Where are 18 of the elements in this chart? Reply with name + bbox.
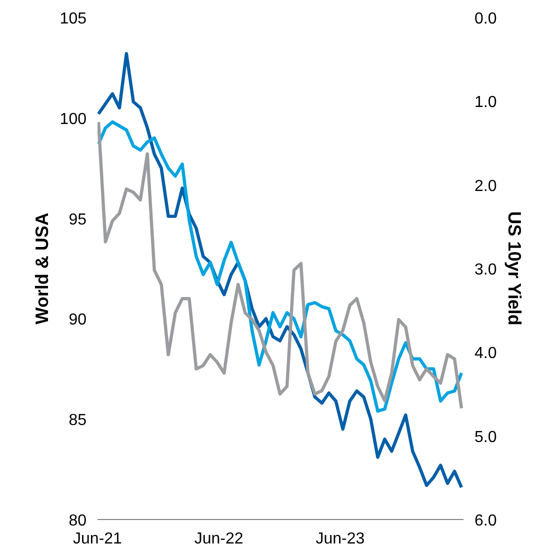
y-tick-label: 85 <box>68 412 87 430</box>
x-tick-label: Jun-23 <box>316 530 365 548</box>
y2-tick-label: 5.0 <box>474 428 497 446</box>
y2-tick-label: 4.0 <box>474 345 497 362</box>
y2-tick-label: 2.0 <box>474 178 497 195</box>
y-tick-label: 80 <box>68 512 87 530</box>
y2-tick-label: 0.0 <box>474 10 497 28</box>
y-tick-label: 100 <box>60 110 87 128</box>
y-tick-label: 90 <box>68 312 87 329</box>
y-tick-label: 105 <box>60 10 87 28</box>
y2-tick-label: 3.0 <box>474 262 497 278</box>
y2-axis-title: US 10yr Yield <box>504 211 525 326</box>
x-tick-label: Jun-21 <box>73 530 122 548</box>
y-axis-title: World & USA <box>32 212 52 324</box>
x-tick-label: Jun-22 <box>194 530 244 548</box>
y2-tick-label: 1.0 <box>474 94 497 112</box>
y-tick-label: 95 <box>68 211 87 228</box>
y2-tick-label: 6.0 <box>474 512 497 530</box>
